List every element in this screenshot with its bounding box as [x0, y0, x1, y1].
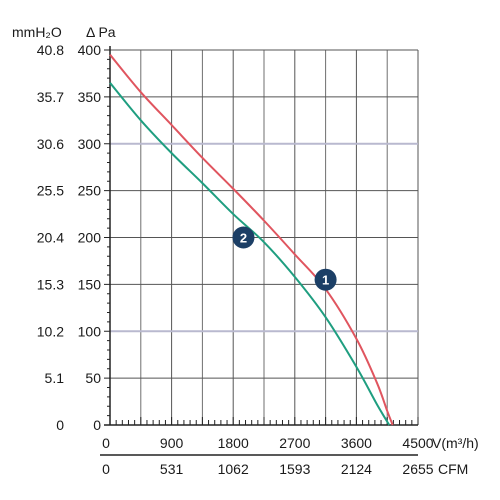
curve-markers: 12 [232, 226, 337, 291]
series-line-1 [109, 54, 394, 426]
x-secondary-tick-label: 531 [160, 461, 184, 477]
x-tick-label: 0 [102, 435, 110, 451]
y-tick-label: 300 [78, 136, 102, 152]
y-outer-tick-label: 20.4 [37, 230, 64, 246]
curve-marker-2 [232, 226, 255, 249]
curve-marker-1 [314, 268, 337, 291]
left-outer-unit-label: mmH₂O [12, 24, 62, 40]
x-secondary-tick-label: 1593 [279, 461, 310, 477]
y-tick-label: 200 [78, 230, 102, 246]
y-tick-label: 50 [85, 370, 101, 386]
left-inner-unit-label: Δ Pa [86, 24, 116, 40]
x-tick-label: 3600 [341, 435, 372, 451]
x-secondary-tick-label: 2655 [402, 461, 433, 477]
y-tick-label: 250 [78, 183, 102, 199]
y-outer-tick-label: 25.5 [37, 183, 64, 199]
x-tick-label: 1800 [218, 435, 249, 451]
curve-marker-label: 1 [322, 273, 329, 288]
x-primary-unit-label: V(m³/h) [432, 435, 479, 451]
x-secondary-tick-label: 0 [102, 461, 110, 477]
y-tick-label: 350 [78, 89, 102, 105]
series-line-2 [109, 82, 391, 426]
x-tick-label: 4500 [402, 435, 433, 451]
y-outer-tick-label: 15.3 [37, 276, 64, 292]
x-secondary-unit-label: CFM [438, 461, 468, 477]
y-tick-label: 400 [78, 42, 102, 58]
y-outer-tick-label: 30.6 [37, 136, 64, 152]
x-secondary-tick-label: 1062 [218, 461, 249, 477]
y-outer-tick-label: 40.8 [37, 42, 64, 58]
major-grid [110, 49, 419, 425]
x-tick-labels: 0 0 900 531 1800 1062 2700 1593 3600 2124 4500 2655 [102, 435, 434, 477]
y-outer-tick-label: 35.7 [37, 89, 64, 105]
y-outer-tick-label: 0 [56, 417, 64, 433]
y-tick-label: 150 [78, 276, 102, 292]
curve-marker-label: 2 [240, 231, 247, 246]
y-tick-labels: 0 0 50 5.1 100 10.2 150 15.3 200 20.4 250 25.5 300 30… [37, 42, 101, 433]
y-tick-label: 0 [93, 417, 101, 433]
x-tick-label: 2700 [279, 435, 310, 451]
x-secondary-tick-label: 2124 [341, 461, 372, 477]
series-lines [109, 54, 394, 426]
y-outer-tick-label: 10.2 [37, 323, 64, 339]
y-outer-tick-label: 5.1 [45, 370, 65, 386]
axes [100, 46, 419, 456]
y-tick-label: 100 [78, 323, 102, 339]
x-tick-label: 900 [160, 435, 184, 451]
